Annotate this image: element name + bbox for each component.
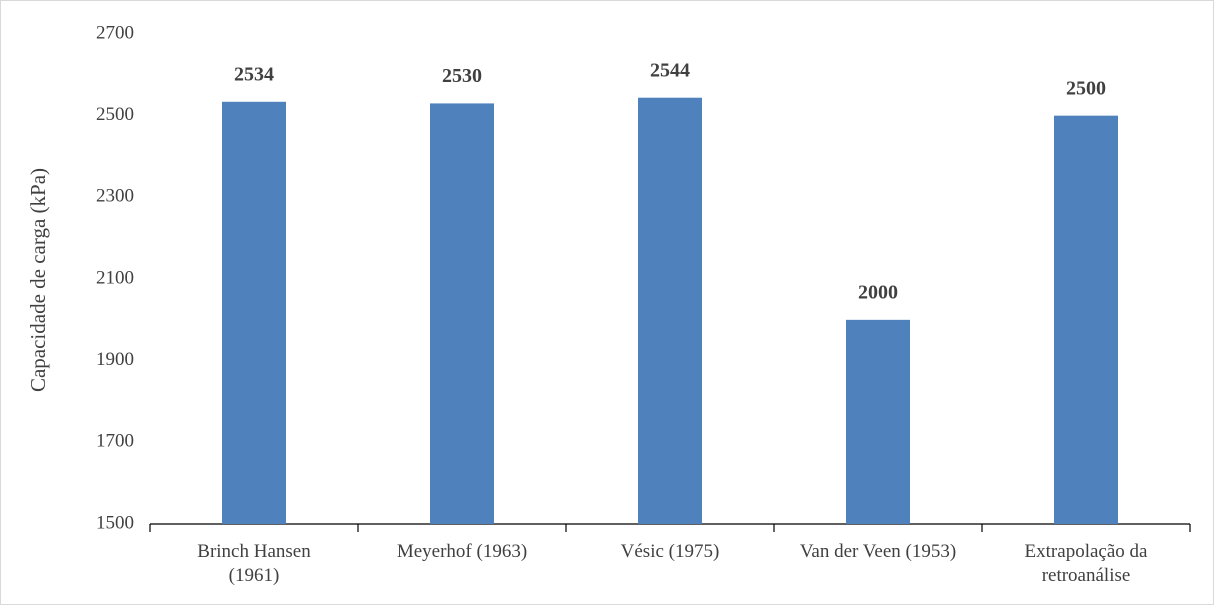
- y-tick-label: 1500: [96, 512, 134, 533]
- x-tick-label: Van der Veen (1953): [799, 541, 957, 562]
- data-label: 2000: [858, 281, 898, 303]
- y-tick-label: 2500: [96, 104, 134, 125]
- y-tick-label: 1700: [96, 431, 134, 452]
- bar: [222, 101, 286, 525]
- y-axis-title: Capacidade de carga (kPa): [26, 168, 50, 392]
- bar: [430, 103, 494, 525]
- y-tick-label: 1900: [96, 349, 134, 370]
- y-tick-label: 2700: [96, 22, 134, 43]
- x-tick-label: Vésic (1975): [620, 541, 720, 562]
- bar: [1054, 115, 1118, 525]
- data-label: 2500: [1066, 77, 1106, 99]
- bar: [846, 319, 910, 524]
- x-tick-label: Extrapolação da retroanálise: [1024, 541, 1148, 586]
- x-tick-label: Meyerhof (1963): [396, 541, 528, 562]
- data-label: 2544: [650, 59, 690, 81]
- data-label: 2534: [234, 63, 274, 85]
- y-tick-label: 2300: [96, 186, 134, 207]
- y-tick-label: 2100: [96, 267, 134, 288]
- x-tick-label: Brinch Hansen (1961): [197, 541, 311, 586]
- data-label: 2530: [442, 65, 482, 87]
- bar: [638, 97, 702, 524]
